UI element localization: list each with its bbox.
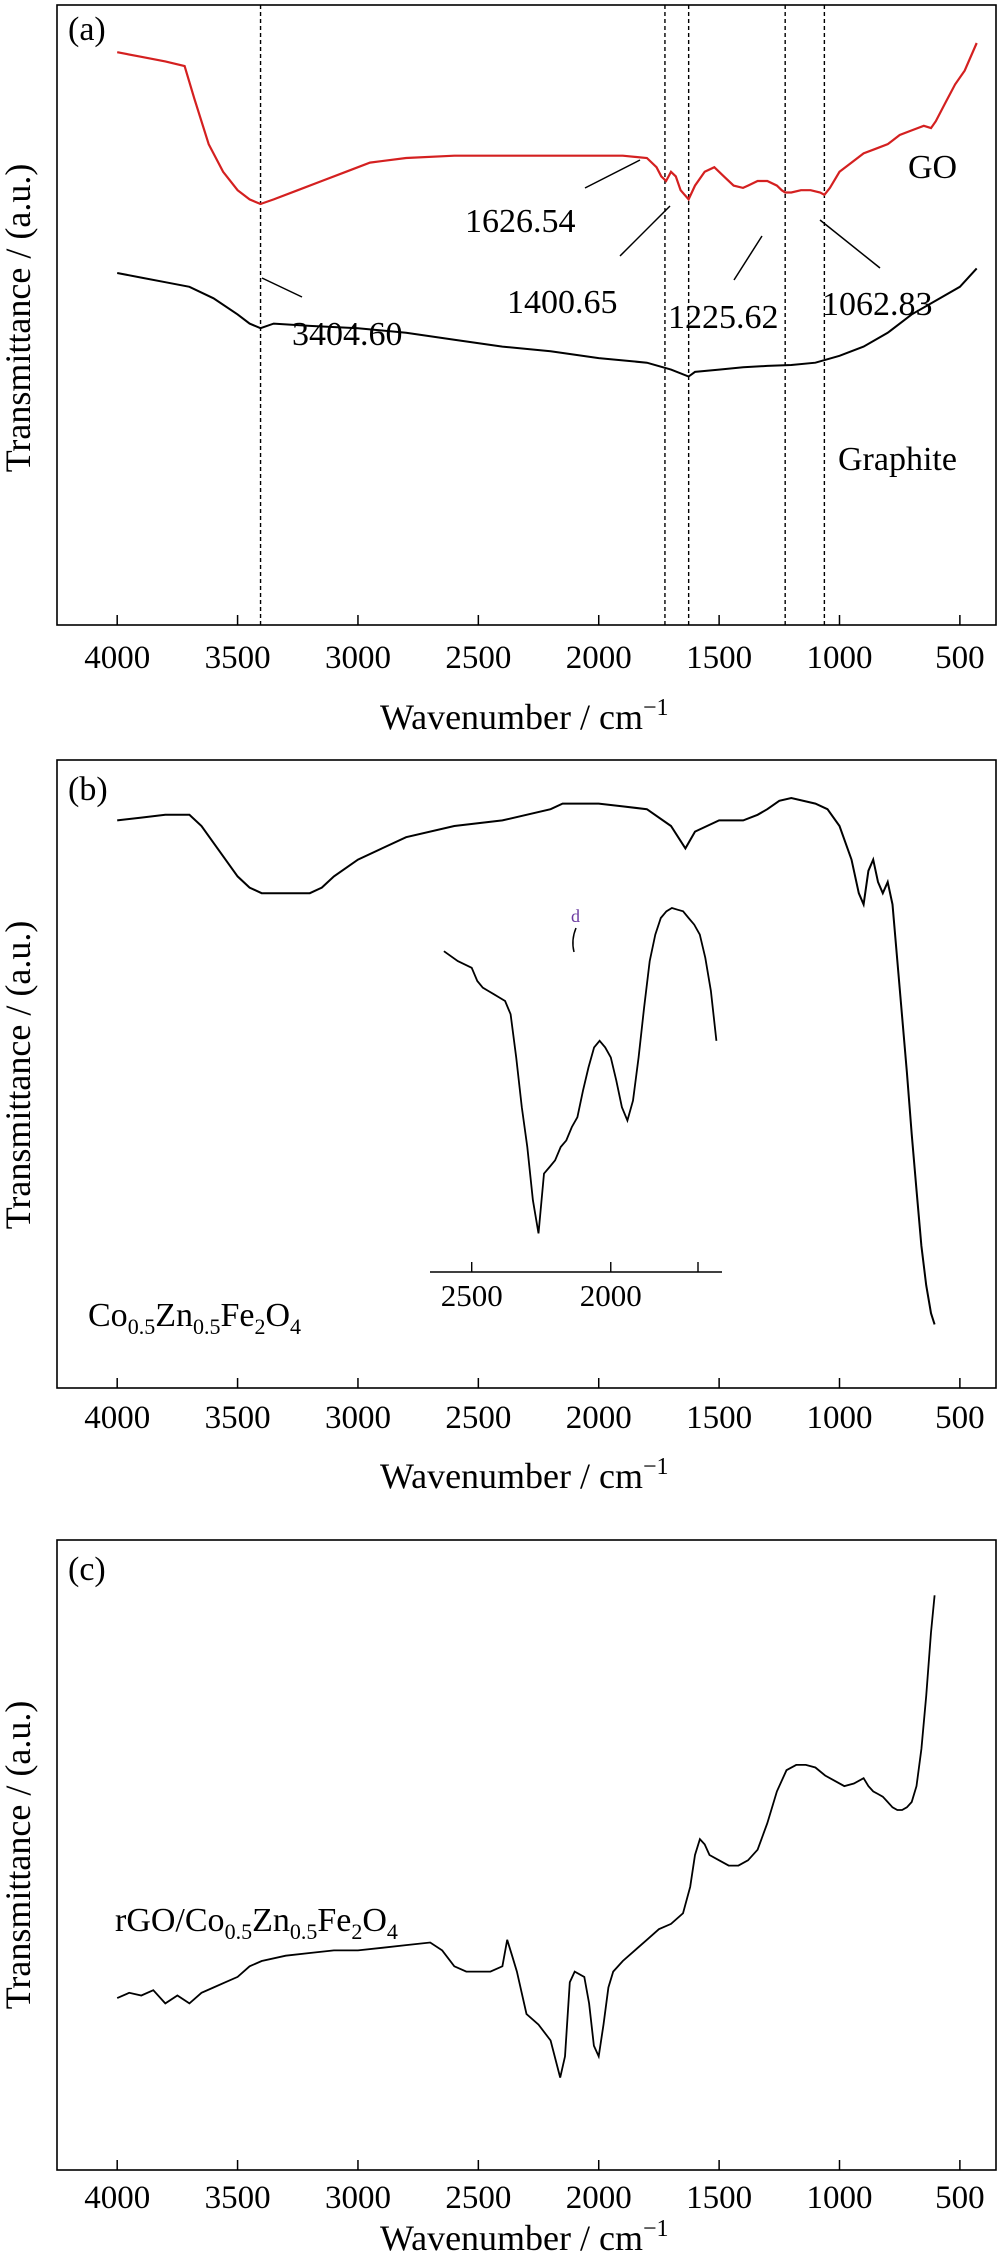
panel-a-x-ticks: 4000 3500 3000 2500 2000 1500 1000 500 bbox=[84, 615, 985, 676]
graphite-curve bbox=[117, 267, 978, 378]
legend-czf: Co0.5Zn0.5Fe2O4 bbox=[88, 1297, 301, 1339]
panel-b-xlabel: Wavenumber / cm−1 bbox=[380, 1454, 669, 1496]
inset-marker: d bbox=[571, 906, 580, 926]
panel-a-xlabel: Wavenumber / cm−1 bbox=[380, 695, 669, 737]
peak-3404-leader bbox=[261, 277, 303, 298]
x-tick-label: 1500 bbox=[686, 1400, 752, 1436]
panel-b-xlabel-text: Wavenumber / cm bbox=[380, 1456, 643, 1496]
peak-3404-label: 3404.60 bbox=[292, 316, 403, 353]
panel-c-frame bbox=[56, 1539, 997, 2171]
panel-a-label: (a) bbox=[68, 11, 106, 48]
panel-a-xlabel-sup: −1 bbox=[643, 695, 669, 721]
x-tick-label: 3500 bbox=[205, 2180, 271, 2216]
panel-c-xlabel-text: Wavenumber / cm bbox=[380, 2218, 643, 2256]
panel-b-frame bbox=[56, 759, 997, 1389]
x-tick-label: 2000 bbox=[566, 640, 632, 676]
panel-a-frame bbox=[56, 4, 997, 626]
x-tick-label: 3000 bbox=[325, 1400, 391, 1436]
x-tick-label: 2500 bbox=[445, 2180, 511, 2216]
x-tick-label: 2000 bbox=[566, 2180, 632, 2216]
x-tick-label: 500 bbox=[935, 1400, 985, 1436]
panel-c-ylabel: Transmittance / (a.u.) bbox=[0, 1701, 38, 2010]
x-tick-label: 3000 bbox=[325, 640, 391, 676]
czf-curve bbox=[117, 796, 936, 1325]
x-tick-label: 1500 bbox=[686, 2180, 752, 2216]
x-tick-label: 1000 bbox=[807, 640, 873, 676]
x-tick-label: 500 bbox=[935, 2180, 985, 2216]
x-tick-label: 500 bbox=[935, 640, 985, 676]
panel-b-x-ticks: 4000 3500 3000 2500 2000 1500 1000 500 bbox=[84, 1378, 985, 1436]
panel-b-label: (b) bbox=[68, 771, 108, 808]
panel-c: (c) rGO/Co0.5Zn0.5Fe2O4 4000 3500 3000 2500… bbox=[0, 1539, 997, 2256]
x-tick-label: 4000 bbox=[84, 1400, 150, 1436]
peak-1626-label: 1626.54 bbox=[465, 203, 576, 240]
panel-a: (a) 3404.60 1626.54 1400.65 1225.62 1062… bbox=[0, 4, 997, 737]
legend-graphite: Graphite bbox=[838, 441, 957, 478]
go-curve bbox=[116, 42, 978, 206]
panel-c-xlabel-sup: −1 bbox=[643, 2216, 669, 2242]
peak-1062-label: 1062.83 bbox=[822, 286, 933, 323]
x-tick-label: 3000 bbox=[325, 2180, 391, 2216]
panel-c-label: (c) bbox=[68, 1551, 106, 1588]
peak-1062-leader bbox=[819, 219, 881, 269]
panel-b-xlabel-sup: −1 bbox=[643, 1454, 669, 1480]
x-tick-label: 4000 bbox=[84, 2180, 150, 2216]
peak-1400-leader bbox=[619, 205, 671, 257]
peak-1225-leader bbox=[733, 235, 763, 281]
x-tick-label: 3500 bbox=[205, 1400, 271, 1436]
panel-a-ylabel: Transmittance / (a.u.) bbox=[0, 164, 38, 473]
x-tick-label: 2500 bbox=[445, 1400, 511, 1436]
inset-tick-label: 2000 bbox=[580, 1278, 642, 1313]
panel-b: (b) 2500 2000 d Co0.5Zn0.5Fe2O4 4000 3500 3… bbox=[0, 759, 997, 1496]
panel-c-xlabel: Wavenumber / cm−1 bbox=[380, 2216, 669, 2256]
inset-plot: 2500 2000 d bbox=[430, 906, 722, 1313]
inset-curve bbox=[443, 907, 718, 1234]
x-tick-label: 3500 bbox=[205, 640, 271, 676]
peak-1626-leader bbox=[584, 159, 641, 189]
inset-x-ticks: 2500 2000 bbox=[441, 1262, 699, 1313]
panel-c-x-ticks: 4000 3500 3000 2500 2000 1500 1000 500 bbox=[84, 2160, 985, 2216]
x-tick-label: 2000 bbox=[566, 1400, 632, 1436]
x-tick-label: 4000 bbox=[84, 640, 150, 676]
x-tick-label: 2500 bbox=[445, 640, 511, 676]
x-tick-label: 1500 bbox=[686, 640, 752, 676]
panel-b-ylabel: Transmittance / (a.u.) bbox=[0, 921, 38, 1230]
panel-a-peak-lines bbox=[259, 5, 826, 625]
legend-rgo-czf: rGO/Co0.5Zn0.5Fe2O4 bbox=[115, 1902, 398, 1944]
panel-a-xlabel-text: Wavenumber / cm bbox=[380, 697, 643, 737]
x-tick-label: 1000 bbox=[807, 2180, 873, 2216]
x-tick-label: 1000 bbox=[807, 1400, 873, 1436]
legend-go: GO bbox=[908, 149, 957, 186]
inset-tick-label: 2500 bbox=[441, 1278, 503, 1313]
rgo-czf-curve bbox=[116, 1595, 936, 2078]
peak-1400-label: 1400.65 bbox=[507, 284, 618, 321]
inset-marker-stroke bbox=[572, 927, 577, 953]
peak-1225-label: 1225.62 bbox=[668, 299, 779, 336]
